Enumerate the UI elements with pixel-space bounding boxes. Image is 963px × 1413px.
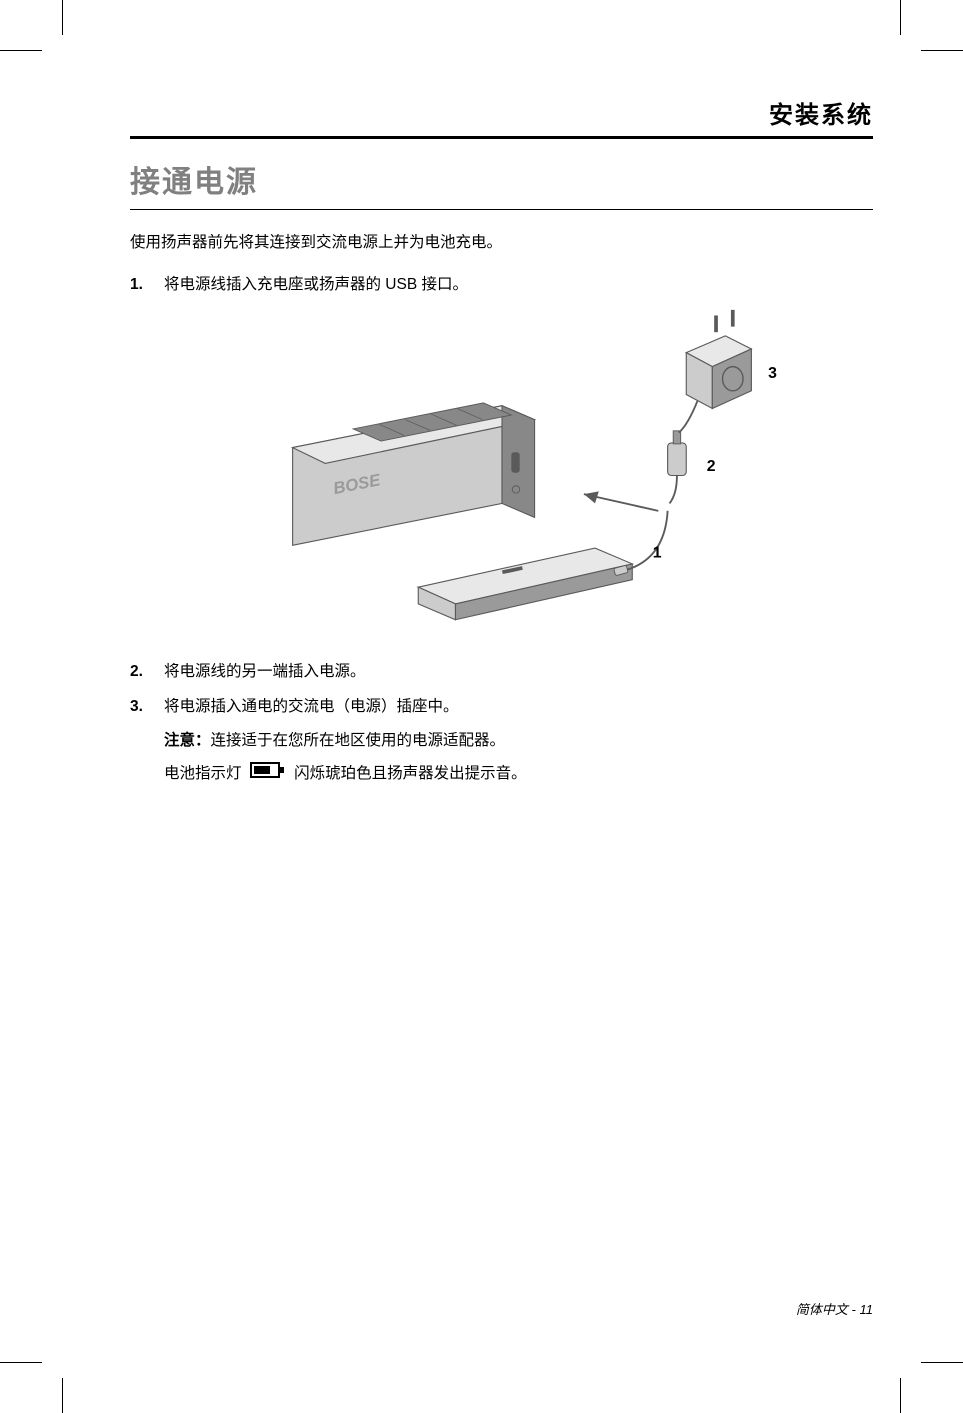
speaker-icon: BOSE — [292, 403, 534, 545]
cable-icon — [613, 511, 667, 576]
step-2: 2. 将电源线的另一端插入电源。 — [130, 657, 873, 686]
step-3: 3. 将电源插入通电的交流电（电源）插座中。 注意：连接适于在您所在地区使用的电… — [130, 692, 873, 789]
connection-diagram: BOSE 3 — [130, 308, 873, 643]
cable-segment — [678, 401, 697, 433]
note-text: 连接适于在您所在地区使用的电源适配器。 — [211, 732, 506, 749]
step-note: 注意：连接适于在您所在地区使用的电源适配器。 — [164, 726, 873, 755]
crop-mark — [62, 0, 63, 35]
crop-mark — [900, 0, 901, 35]
crop-mark — [0, 1362, 42, 1363]
charging-cradle-icon — [418, 548, 632, 620]
battery-post-text: 闪烁琥珀色且扬声器发出提示音。 — [294, 765, 527, 782]
footer-language: 简体中文 — [796, 1302, 848, 1317]
step-text: 将电源插入通电的交流电（电源）插座中。 — [164, 692, 873, 721]
power-adapter-icon — [686, 310, 751, 409]
page-footer: 简体中文 - 11 — [796, 1299, 873, 1318]
crop-mark — [921, 50, 963, 51]
page-content: 安装系统 接通电源 使用扬声器前先将其连接到交流电源上并为电池充电。 1. 将电… — [130, 95, 873, 1318]
footer-separator: - — [848, 1302, 860, 1317]
diagram-label-3: 3 — [768, 365, 777, 382]
diagram-label-1: 1 — [652, 544, 661, 561]
section-header: 安装系统 — [130, 95, 873, 139]
crop-mark — [921, 1362, 963, 1363]
intro-text: 使用扬声器前先将其连接到交流电源上并为电池充电。 — [130, 230, 873, 256]
step-text: 将电源线的另一端插入电源。 — [164, 657, 873, 686]
footer-page-number: 11 — [860, 1302, 874, 1317]
step-number: 3. — [130, 692, 164, 721]
arrow-icon — [583, 491, 657, 511]
step-body: 将电源插入通电的交流电（电源）插座中。 注意：连接适于在您所在地区使用的电源适配… — [164, 692, 873, 789]
diagram-svg: BOSE 3 — [222, 308, 782, 643]
battery-line: 电池指示灯 闪烁琥珀色且扬声器发出提示音。 — [164, 759, 873, 789]
note-label: 注意： — [164, 732, 211, 749]
step-number: 2. — [130, 657, 164, 686]
crop-mark — [62, 1378, 63, 1413]
crop-mark — [0, 50, 42, 51]
page-title: 接通电源 — [130, 157, 873, 210]
step-number: 1. — [130, 270, 164, 299]
diagram-label-2: 2 — [706, 458, 715, 475]
connector-jack-icon — [667, 431, 686, 504]
crop-mark — [900, 1378, 901, 1413]
battery-icon — [250, 759, 286, 788]
step-1: 1. 将电源线插入充电座或扬声器的 USB 接口。 — [130, 270, 873, 299]
step-text: 将电源线插入充电座或扬声器的 USB 接口。 — [164, 270, 873, 299]
battery-pre-text: 电池指示灯 — [164, 765, 242, 782]
